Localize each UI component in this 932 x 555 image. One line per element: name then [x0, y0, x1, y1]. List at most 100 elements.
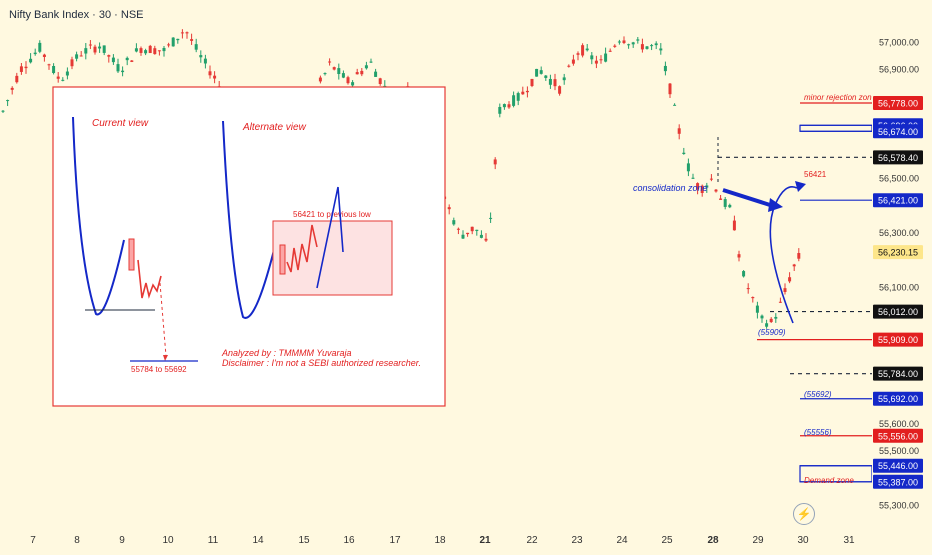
- candle: [121, 66, 125, 77]
- alternate-view-zone: [272, 220, 393, 296]
- price-tag: 55,909.00: [873, 332, 923, 347]
- svg-text:55,387.00: 55,387.00: [878, 477, 918, 487]
- x-tick-label: 23: [571, 535, 583, 546]
- candle: [737, 250, 741, 262]
- consolidation-arrow: [722, 188, 771, 207]
- candle: [769, 317, 773, 323]
- candle: [84, 42, 88, 60]
- y-tick-label: 56,500.00: [879, 174, 919, 184]
- y-tick-label: 56,900.00: [879, 65, 919, 75]
- level-55692-label: (55692): [804, 390, 832, 399]
- candle: [797, 248, 801, 262]
- candle: [180, 29, 184, 39]
- rejection-zone: [799, 124, 873, 132]
- candle: [1, 110, 5, 113]
- time-axis[interactable]: [0, 530, 932, 550]
- current-view-dash-head: [163, 355, 168, 361]
- candle: [594, 55, 598, 69]
- candle: [355, 68, 359, 75]
- candle: [778, 297, 782, 303]
- price-tag: 55,387.00: [873, 474, 923, 489]
- svg-text:56,578.40: 56,578.40: [878, 153, 918, 163]
- candle: [470, 226, 474, 235]
- candle: [484, 233, 488, 242]
- current-view-label: Current view: [92, 118, 149, 129]
- candle: [682, 147, 686, 155]
- candle: [153, 45, 157, 55]
- candle: [696, 182, 700, 195]
- svg-text:55,692.00: 55,692.00: [878, 394, 918, 404]
- price-axis[interactable]: [872, 0, 932, 550]
- current-view-target-text: 55784 to 55692: [131, 365, 187, 374]
- candle: [645, 45, 649, 50]
- candle: [516, 91, 520, 106]
- candle: [585, 44, 589, 52]
- candle: [792, 263, 796, 271]
- x-tick-label: 25: [661, 535, 673, 546]
- candle: [360, 68, 364, 77]
- candle: [700, 184, 704, 197]
- y-tick-label: 55,600.00: [879, 419, 919, 429]
- candle: [650, 43, 654, 51]
- price-tag: 56,421.00: [873, 193, 923, 208]
- candle: [544, 75, 548, 81]
- candle: [548, 74, 552, 89]
- candle: [374, 68, 378, 77]
- alternate-view-zigzag: [286, 224, 318, 273]
- candle: [369, 58, 373, 63]
- candle: [378, 77, 382, 86]
- candle: [617, 39, 621, 45]
- demand-zone-label: Demand zone: [804, 476, 854, 485]
- svg-text:55,446.00: 55,446.00: [878, 461, 918, 471]
- candle: [608, 48, 612, 52]
- candle: [475, 229, 479, 236]
- candle: [19, 62, 23, 75]
- projection-arrowhead: [795, 181, 806, 192]
- svg-text:55,909.00: 55,909.00: [878, 335, 918, 345]
- candle: [208, 65, 212, 79]
- x-tick-label: 21: [479, 535, 491, 546]
- lightning-icon[interactable]: ⚡: [793, 503, 815, 525]
- candle: [111, 54, 115, 65]
- x-tick-label: 28: [707, 535, 719, 546]
- svg-text:56,674.00: 56,674.00: [878, 127, 918, 137]
- level-lines: [718, 102, 873, 483]
- candle: [512, 91, 516, 108]
- candle: [521, 86, 525, 95]
- candle: [567, 64, 571, 68]
- candle: [525, 86, 529, 98]
- candle: [599, 55, 603, 64]
- candle: [194, 38, 198, 53]
- x-tick-label: 14: [252, 535, 264, 546]
- candle: [42, 53, 46, 62]
- current-view-candle: [128, 238, 135, 271]
- candle: [203, 54, 207, 69]
- candle: [65, 67, 69, 80]
- candle: [746, 283, 750, 294]
- alternate-view-curve: [222, 120, 276, 319]
- price-tag: 56,230.15: [873, 245, 923, 260]
- alternate-view-candle: [279, 244, 286, 275]
- candle: [673, 103, 677, 106]
- x-tick-label: 8: [74, 535, 80, 546]
- current-view-dash: [159, 282, 167, 357]
- candle: [604, 47, 608, 63]
- price-tag: 56,578.40: [873, 150, 923, 165]
- candle: [466, 232, 470, 237]
- candle: [157, 50, 161, 56]
- candle: [576, 51, 580, 61]
- candle: [341, 70, 345, 79]
- svg-text:56,230.15: 56,230.15: [878, 248, 918, 258]
- candle: [765, 319, 769, 329]
- consolidation-label: consolidation zone: [633, 183, 708, 193]
- candle: [755, 301, 759, 319]
- candle: [56, 72, 60, 83]
- annotation-labels: minor rejection zone consolidation zone …: [633, 93, 877, 485]
- candle: [52, 63, 56, 75]
- y-tick-label: 56,300.00: [879, 228, 919, 238]
- candle: [691, 173, 695, 180]
- candle: [318, 75, 322, 84]
